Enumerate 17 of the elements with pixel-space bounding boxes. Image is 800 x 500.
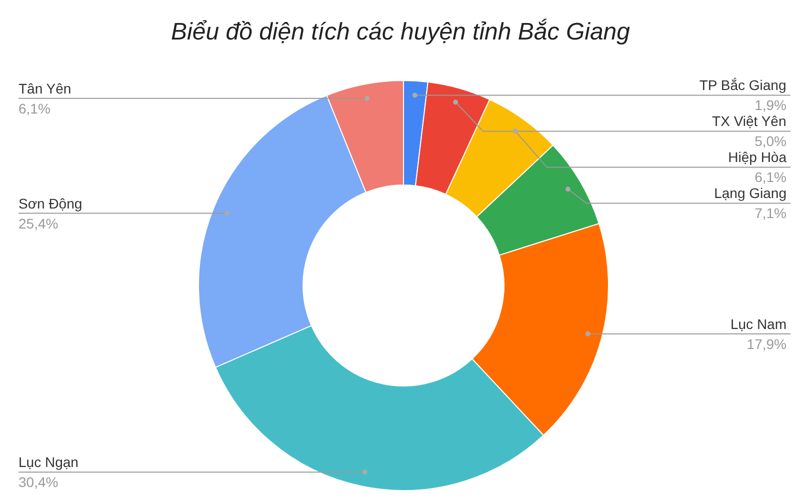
data-label: 7,1% [754,205,787,222]
slice-label: TP Bắc Giang [699,77,786,94]
data-label: 5,0% [754,133,787,150]
data-label: 1,9% [754,97,787,114]
data-label: 17,9% [746,336,787,352]
slice-label: Sơn Động [18,195,82,212]
slice-label: Tân Yên [18,80,72,96]
slice-label: TX Việt Yên [712,113,786,130]
chart-title: Biểu đồ diện tích các huyện tỉnh Bắc Giang [171,18,631,46]
data-label: 25,4% [18,215,58,232]
slice-label: Lục Ngạn [18,454,78,470]
slice-label: Lục Nam [730,316,787,332]
data-label: 30,4% [18,474,58,490]
slice-label: Lạng Giang [714,185,787,202]
data-label: 6,1% [18,100,50,116]
data-label: 6,1% [754,169,787,186]
slice-label: Hiệp Hòa [728,149,787,166]
